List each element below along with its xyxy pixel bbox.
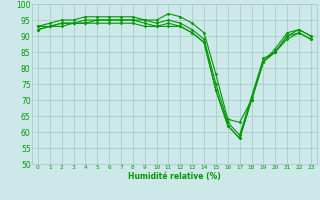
X-axis label: Humidité relative (%): Humidité relative (%) (128, 172, 221, 181)
